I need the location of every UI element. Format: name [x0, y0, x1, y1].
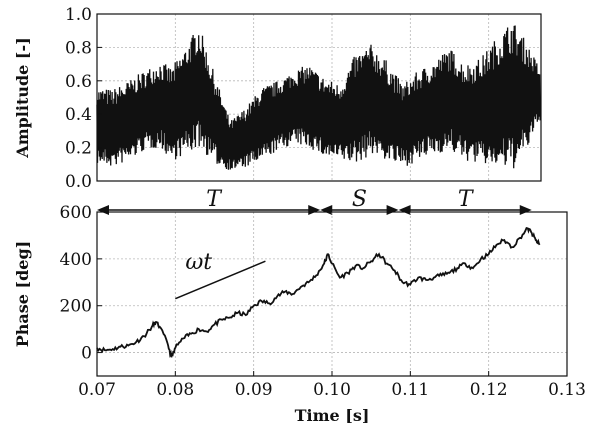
phase-series-line: [96, 227, 541, 358]
phase-y-tick-label: 600: [60, 203, 92, 223]
phase-x-tick-label: 0.13: [548, 380, 586, 400]
amplitude-y-tick-label: 0.0: [65, 172, 92, 192]
amplitude-y-tick-label: 0.8: [65, 38, 92, 58]
amplitude-y-tick-label: 0.6: [65, 72, 92, 92]
amplitude-panel: 0.0 0.2 0.4 0.6 0.8 1.0 Amplitude [-] T S T: [13, 5, 542, 215]
phase-x-tick-label: 0.08: [156, 380, 194, 400]
omega-t-reference-line: [175, 260, 266, 300]
regime-arrow-head-right: [308, 205, 321, 215]
regime-arrow-head-left: [398, 205, 411, 215]
phase-panel: ωt 0 200 400 600 0.07 0.08 0.09 0.10 0.11 0.12 0.13…: [13, 203, 586, 425]
phase-x-tick-label: 0.07: [78, 380, 116, 400]
phase-y-axis-label: Phase [deg]: [13, 241, 32, 347]
phase-x-tick-label: 0.10: [313, 380, 351, 400]
regime-label: T: [206, 187, 223, 212]
regime-arrow-head-left: [97, 205, 109, 215]
phase-y-tick-label: 400: [60, 250, 92, 270]
omega-t-label: ωt: [185, 250, 212, 275]
amplitude-y-tick-label: 1.0: [65, 5, 92, 25]
amplitude-y-tick-label: 0.4: [65, 105, 92, 125]
phase-x-tick-label: 0.12: [470, 380, 508, 400]
time-x-axis-label: Time [s]: [295, 406, 370, 425]
amplitude-y-tick-label: 0.2: [65, 139, 92, 159]
phase-x-tick-label: 0.09: [235, 380, 273, 400]
amplitude-plot-frame: [96, 13, 542, 182]
regime-arrow-head-left: [320, 205, 333, 215]
phase-x-tick-label: 0.11: [391, 380, 429, 400]
regime-label: S: [352, 187, 367, 212]
phase-y-tick-label: 200: [60, 297, 92, 317]
amplitude-series-line: [96, 25, 541, 170]
phase-y-tick-label: 0: [81, 344, 92, 364]
regime-label: T: [458, 187, 475, 212]
regime-arrow-head-right: [519, 205, 532, 215]
regime-arrow-head-right: [386, 205, 399, 215]
amplitude-y-axis-label: Amplitude [-]: [13, 37, 32, 158]
